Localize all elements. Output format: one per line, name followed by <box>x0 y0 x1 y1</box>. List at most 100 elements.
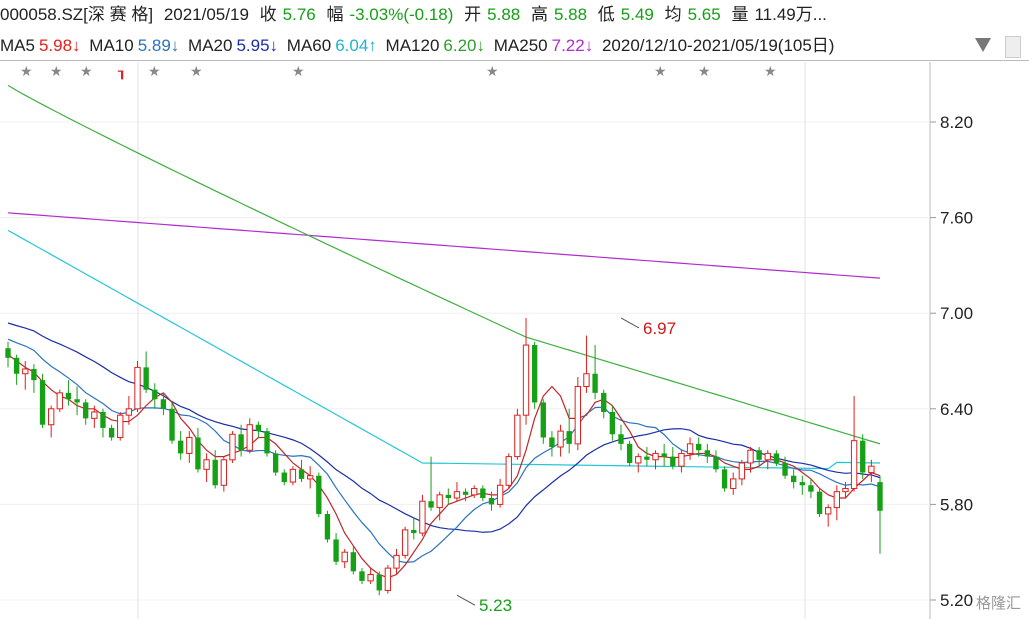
candle-body <box>238 434 244 451</box>
candle-body <box>428 501 434 508</box>
candle-body <box>333 539 339 562</box>
y-tick-label: 7.60 <box>940 209 973 228</box>
candle-body <box>522 344 530 416</box>
event-star-icon: ★ <box>486 63 499 79</box>
event-star-icon: ★ <box>190 63 203 79</box>
candle-body <box>842 487 849 493</box>
candle-body <box>808 485 814 492</box>
candle-body <box>91 411 98 419</box>
candle-body <box>540 402 546 438</box>
candle-body <box>453 491 461 499</box>
ma20-line <box>7 322 881 533</box>
candle-body <box>601 392 607 412</box>
event-star-icon: ★ <box>80 63 93 79</box>
candle-body <box>83 402 89 419</box>
candle-body <box>13 357 20 374</box>
candle-body <box>721 469 728 489</box>
close-label: 收 <box>259 5 277 24</box>
candle-body <box>281 472 287 483</box>
candle-body <box>670 456 676 467</box>
candle-body <box>799 482 805 486</box>
candle-body <box>626 443 633 463</box>
candle-body <box>574 385 581 445</box>
candle-body <box>65 392 72 400</box>
ma120-line <box>7 84 881 445</box>
candle-body <box>39 380 46 425</box>
chevron-down-icon[interactable] <box>975 38 991 52</box>
ma120-label: MA120 <box>385 36 440 55</box>
candle-body <box>47 408 55 426</box>
candle-body <box>212 459 218 486</box>
event-star-icon: ★ <box>764 63 777 79</box>
candle-body <box>289 468 297 483</box>
high-annotation: 6.97 <box>643 319 676 338</box>
candle-body <box>496 484 504 505</box>
watermark-logo: 格隆汇 <box>975 595 1021 612</box>
candle-body <box>868 465 875 474</box>
candle-body <box>696 443 702 451</box>
candle-body <box>686 443 694 454</box>
candle-body <box>229 433 236 461</box>
y-tick-label: 6.40 <box>940 400 973 419</box>
candle-body <box>566 431 572 444</box>
event-star-icon: ★ <box>698 63 711 79</box>
ma20-label: MA20 <box>188 36 233 55</box>
event-star-icon: ★ <box>654 63 667 79</box>
candle-body <box>220 459 228 486</box>
close-value: 5.76 <box>282 5 316 24</box>
candle-body <box>747 449 754 464</box>
candle-body <box>195 437 201 470</box>
candle-body <box>825 507 832 515</box>
candle-body <box>246 424 253 451</box>
candle-body <box>307 475 314 480</box>
scroll-handle[interactable] <box>1005 36 1021 58</box>
candle-body <box>635 456 642 464</box>
candle-body <box>117 414 124 438</box>
quote-date: 2021/05/19 <box>163 5 249 24</box>
candle-body <box>359 571 365 581</box>
candle-body <box>384 567 392 591</box>
change-value: -3.03%(-0.18) <box>349 5 454 24</box>
candle-body <box>152 389 158 400</box>
event-flag-icon: ┒ <box>117 63 126 80</box>
candle-body <box>756 450 762 460</box>
event-star-icon: ★ <box>20 63 33 79</box>
event-star-icon: ★ <box>292 63 305 79</box>
candle-body <box>411 529 417 534</box>
event-star-icon: ★ <box>50 63 63 79</box>
ma60-label: MA60 <box>286 36 332 55</box>
candle-body <box>704 450 711 457</box>
header-divider <box>0 60 1029 61</box>
ma120-value: 6.20↓ <box>443 36 486 55</box>
candle-body <box>393 554 400 569</box>
annotation-leader <box>620 317 640 329</box>
candle-body <box>74 399 80 403</box>
quote-header: 000058.SZ[深 赛 格] 2021/05/19 收 5.76 幅 -3.03… <box>0 0 1029 30</box>
candle-body <box>160 399 167 409</box>
ma60-line <box>7 229 881 470</box>
stock-code[interactable]: 000058.SZ[深 赛 格] <box>0 5 154 24</box>
candle-body <box>31 368 37 381</box>
candle-body <box>134 366 141 410</box>
candle-body <box>264 431 270 454</box>
open-value: 5.88 <box>487 5 521 24</box>
candle-body <box>367 574 374 582</box>
candle-body <box>471 487 478 496</box>
open-label: 开 <box>464 5 482 24</box>
ma10-label: MA10 <box>89 36 134 55</box>
candle-body <box>505 456 512 486</box>
event-star-icon: ★ <box>148 63 161 79</box>
candle-body <box>316 475 322 514</box>
ma250-line <box>7 212 881 279</box>
ma20-value: 5.95↓ <box>236 36 279 55</box>
candle-body <box>401 529 409 556</box>
candle-body <box>445 494 451 499</box>
candle-body <box>557 430 564 448</box>
candle-body <box>514 414 521 458</box>
candle-body <box>272 453 279 473</box>
low-label: 低 <box>597 5 615 24</box>
ma60-value: 6.04↑ <box>335 36 377 55</box>
candle-body <box>100 411 106 428</box>
candle-body <box>850 440 858 489</box>
